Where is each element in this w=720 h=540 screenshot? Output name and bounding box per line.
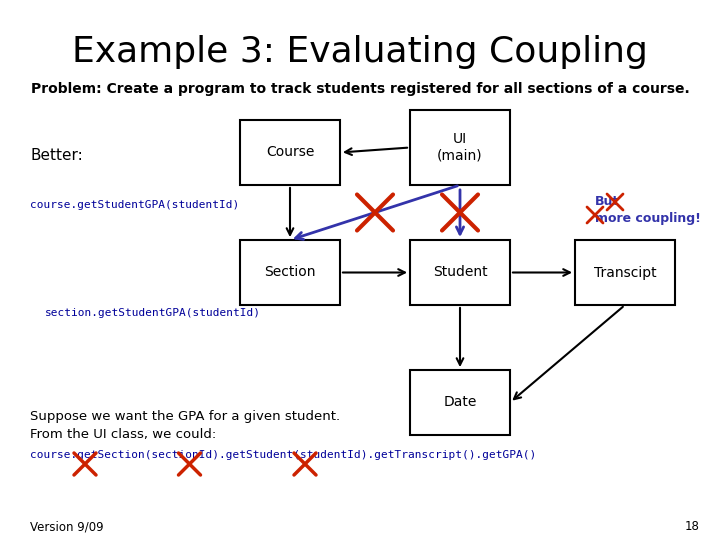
Text: Date: Date	[444, 395, 477, 409]
Text: course.getStudentGPA(studentId): course.getStudentGPA(studentId)	[30, 200, 239, 210]
Text: From the UI class, we could:: From the UI class, we could:	[30, 428, 216, 441]
Text: Problem: Create a program to track students registered for all sections of a cou: Problem: Create a program to track stude…	[31, 82, 689, 96]
Text: Student: Student	[433, 266, 487, 280]
Bar	[575, 240, 675, 305]
Text: course.getSection(sectionId).getStudent(studentId).getTranscript().getGPA(): course.getSection(sectionId).getStudent(…	[30, 450, 536, 460]
Text: section.getStudentGPA(studentId): section.getStudentGPA(studentId)	[45, 308, 261, 318]
Text: UI
(main): UI (main)	[437, 132, 483, 163]
Text: 18: 18	[685, 520, 700, 533]
Bar	[240, 240, 340, 305]
Text: Version 9/09: Version 9/09	[30, 520, 104, 533]
Bar	[410, 110, 510, 185]
Text: Example 3: Evaluating Coupling: Example 3: Evaluating Coupling	[72, 35, 648, 69]
Bar	[240, 120, 340, 185]
Bar	[410, 240, 510, 305]
Text: Better:: Better:	[30, 148, 83, 163]
Text: Section: Section	[264, 266, 316, 280]
Text: Course: Course	[266, 145, 314, 159]
Text: Suppose we want the GPA for a given student.: Suppose we want the GPA for a given stud…	[30, 410, 340, 423]
Text: Transcipt: Transcipt	[594, 266, 657, 280]
Text: But: But	[595, 195, 619, 208]
Bar	[410, 370, 510, 435]
Text: more coupling!: more coupling!	[595, 212, 701, 225]
